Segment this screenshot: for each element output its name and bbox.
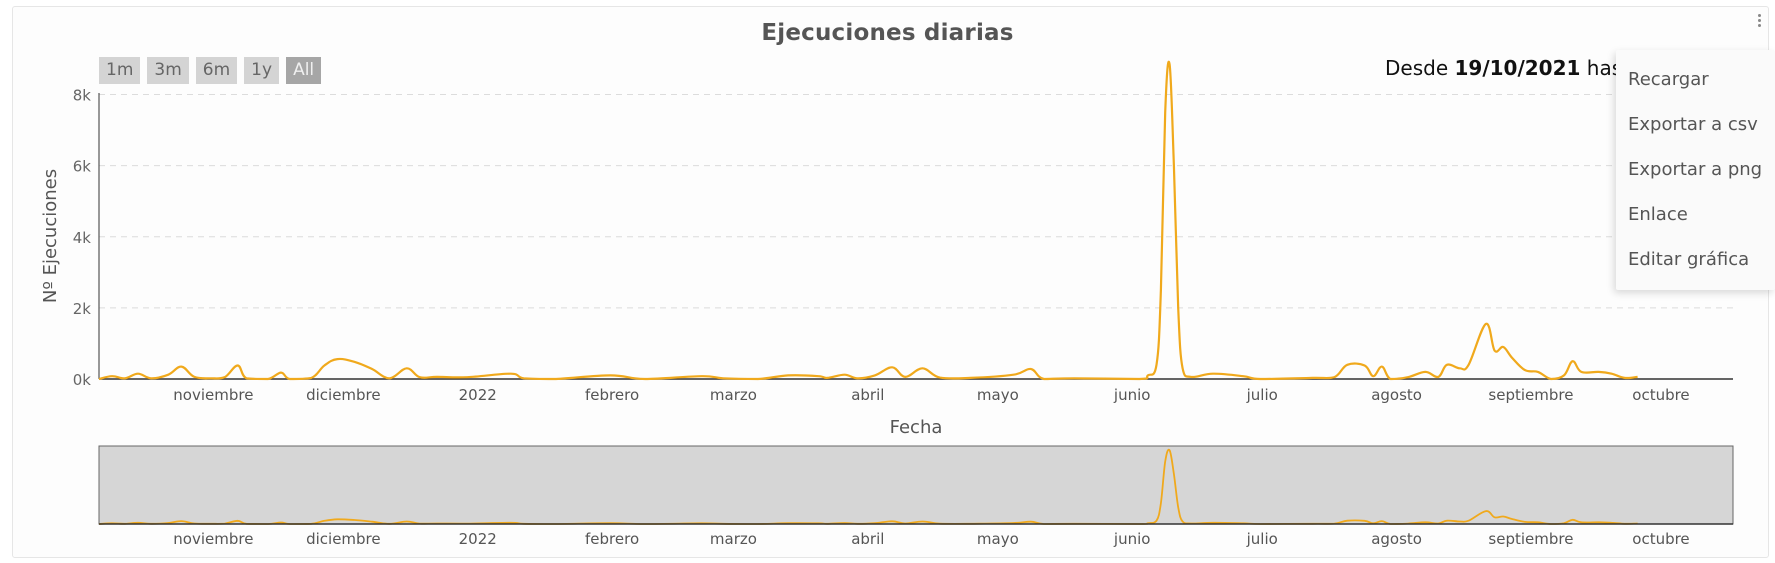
x-axis-label: Fecha (890, 417, 943, 438)
x-tick-label: marzo (710, 386, 757, 404)
menu-item-recargar[interactable]: Recargar (1628, 69, 1709, 90)
date-range-from: 19/10/2021 (1454, 56, 1581, 80)
x-tick-label: diciembre (306, 386, 381, 404)
x-tick-label: noviembre (173, 386, 253, 404)
x-tick-label: 2022 (459, 386, 497, 404)
navigator-x-tick-label: diciembre (306, 530, 381, 548)
x-tick-label: julio (1246, 386, 1278, 404)
navigator-x-tick-label: junio (1113, 530, 1151, 548)
x-tick-label: octubre (1632, 386, 1689, 404)
x-tick-label: agosto (1371, 386, 1422, 404)
navigator-x-tick-label: marzo (710, 530, 757, 548)
navigator-x-tick-label: julio (1246, 530, 1278, 548)
context-menu: Recargar Exportar a csv Exportar a png E… (1616, 50, 1775, 290)
y-axis-label: Nº Ejecuciones (40, 169, 61, 303)
navigator-x-tick-label: agosto (1371, 530, 1422, 548)
x-tick-label: abril (851, 386, 884, 404)
navigator-mask (98, 445, 1734, 525)
x-tick-label: junio (1113, 386, 1151, 404)
range-button-1m[interactable]: 1m (99, 57, 141, 84)
menu-item-enlace[interactable]: Enlace (1628, 204, 1688, 225)
chart-title: Ejecuciones diarias (761, 20, 1014, 46)
range-selector: 1m 3m 6m 1y All (99, 57, 322, 84)
y-tick-label: 8k (73, 87, 92, 105)
y-tick-label: 4k (73, 229, 92, 247)
menu-item-exportar-png[interactable]: Exportar a png (1628, 159, 1763, 180)
navigator-x-tick-label: noviembre (173, 530, 253, 548)
navigator-x-tick-label: 2022 (459, 530, 497, 548)
menu-item-exportar-csv[interactable]: Exportar a csv (1628, 114, 1758, 135)
more-options-icon[interactable] (1755, 12, 1763, 32)
y-tick-label: 0k (73, 371, 92, 389)
navigator-x-tick-label: septiembre (1488, 530, 1573, 548)
x-tick-label: mayo (977, 386, 1019, 404)
navigator-x-tick-label: mayo (977, 530, 1019, 548)
navigator-x-tick-label: febrero (585, 530, 639, 548)
navigator-x-tick-label: abril (851, 530, 884, 548)
y-tick-label: 6k (73, 158, 92, 176)
range-button-1y[interactable]: 1y (244, 57, 280, 84)
x-tick-label: febrero (585, 386, 639, 404)
y-tick-label: 2k (73, 300, 92, 318)
date-range-display: Desde 19/10/2021 hasta (1385, 56, 1642, 80)
range-button-6m[interactable]: 6m (195, 57, 238, 84)
menu-item-editar-grafica[interactable]: Editar gráfica (1628, 249, 1750, 270)
range-button-3m[interactable]: 3m (147, 57, 189, 84)
date-range-prefix: Desde (1385, 56, 1449, 80)
navigator-x-tick-label: octubre (1632, 530, 1689, 548)
x-tick-label: septiembre (1488, 386, 1573, 404)
range-button-all[interactable]: All (286, 57, 322, 84)
series-line (98, 60, 1638, 381)
